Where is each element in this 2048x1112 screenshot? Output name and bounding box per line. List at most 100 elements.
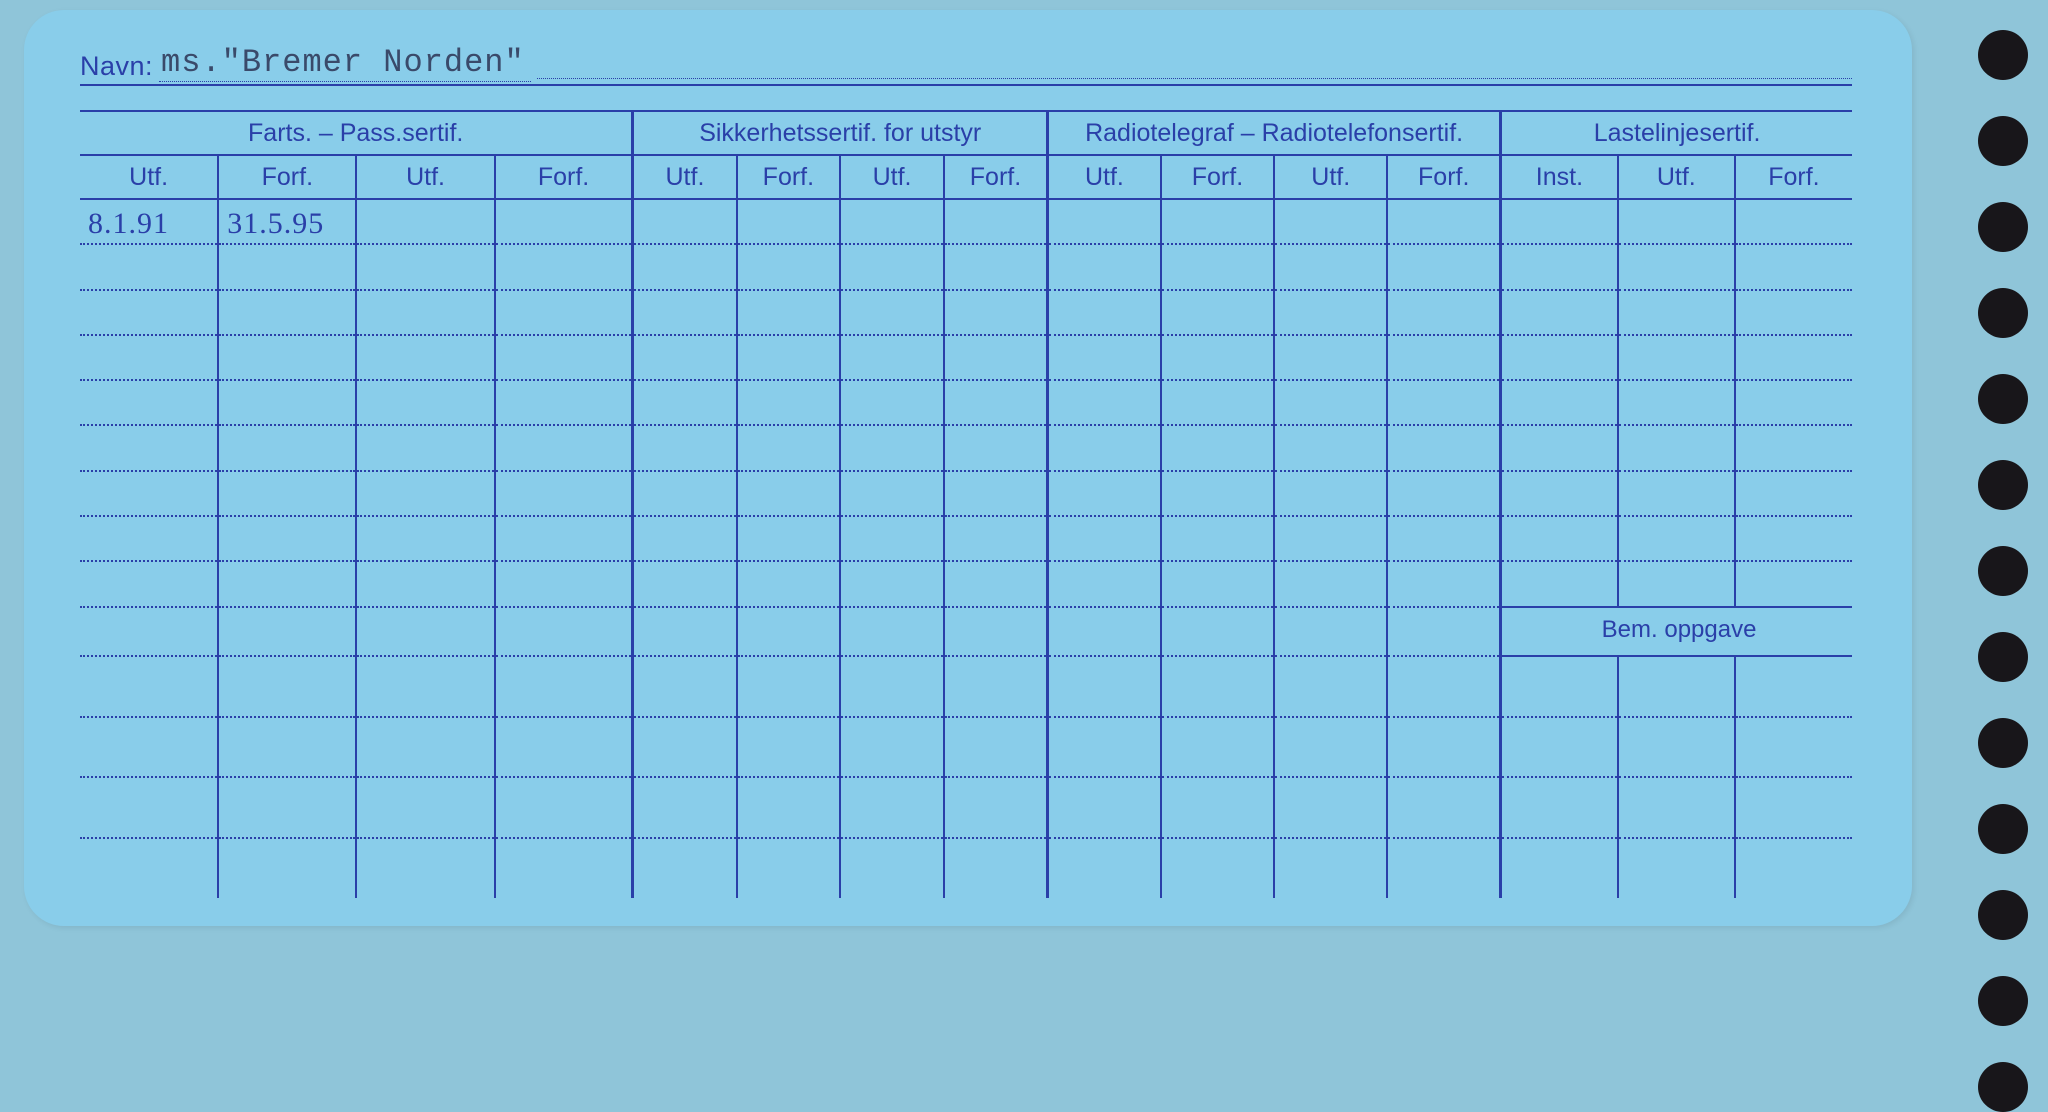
- cell: [737, 516, 841, 561]
- cell: [944, 380, 1048, 425]
- cell: [1161, 425, 1274, 470]
- cell: [356, 425, 494, 470]
- cell: [218, 777, 356, 837]
- cell: [737, 838, 841, 899]
- cell: [80, 561, 218, 606]
- cell: [1735, 335, 1852, 380]
- col-utf: Utf.: [840, 155, 944, 199]
- punch-hole: [1978, 116, 2028, 166]
- cell: [1618, 561, 1735, 606]
- cell: [80, 380, 218, 425]
- cell: [840, 516, 944, 561]
- cell: [1735, 425, 1852, 470]
- cell: [633, 335, 737, 380]
- col-forf: Forf.: [1735, 155, 1852, 199]
- punch-hole: [1978, 30, 2028, 80]
- col-utf: Utf.: [80, 155, 218, 199]
- cell: [840, 471, 944, 516]
- cell: [1618, 717, 1735, 777]
- cell: [840, 777, 944, 837]
- cell: [1161, 290, 1274, 335]
- punch-holes: [1978, 30, 2028, 1112]
- cell: [1618, 199, 1735, 244]
- cell: [495, 335, 633, 380]
- cell: [1735, 244, 1852, 289]
- cell: [1501, 516, 1618, 561]
- cell: [1387, 380, 1500, 425]
- cell: [1501, 290, 1618, 335]
- cell: [1387, 656, 1500, 716]
- cell: [840, 380, 944, 425]
- group-header-row: Farts. – Pass.sertif. Sikkerhetssertif. …: [80, 111, 1852, 155]
- punch-hole: [1978, 546, 2028, 596]
- cell: [356, 717, 494, 777]
- cell: [356, 199, 494, 244]
- cell: [1048, 425, 1161, 470]
- cell: [840, 561, 944, 606]
- cell: [495, 471, 633, 516]
- cell: [495, 516, 633, 561]
- cell: [356, 607, 494, 657]
- cell: [633, 199, 737, 244]
- cell: [1274, 561, 1387, 606]
- cell-value: 8.1.91: [88, 207, 169, 240]
- cell: [218, 561, 356, 606]
- cell: [1387, 838, 1500, 899]
- cell: [1501, 838, 1618, 899]
- group-sikkerhet: Sikkerhetssertif. for utstyr: [633, 111, 1048, 155]
- cell: [356, 244, 494, 289]
- cell: [1735, 838, 1852, 899]
- cell: [633, 471, 737, 516]
- cell: [633, 244, 737, 289]
- col-inst: Inst.: [1501, 155, 1618, 199]
- cell: [1501, 717, 1618, 777]
- cell: [495, 838, 633, 899]
- cell: [1274, 471, 1387, 516]
- table-row: [80, 425, 1852, 470]
- cell: [1274, 199, 1387, 244]
- col-forf: Forf.: [737, 155, 841, 199]
- cell: [1048, 607, 1161, 657]
- cell: [633, 656, 737, 716]
- cell: [840, 244, 944, 289]
- cell: [356, 516, 494, 561]
- punch-hole: [1978, 1062, 2028, 1112]
- col-utf: Utf.: [1048, 155, 1161, 199]
- navn-row: Navn: ms."Bremer Norden": [80, 44, 1852, 86]
- cell: [944, 471, 1048, 516]
- cell: [80, 516, 218, 561]
- cell: [1735, 656, 1852, 716]
- cell: [1161, 244, 1274, 289]
- table-row: [80, 717, 1852, 777]
- cell: [633, 380, 737, 425]
- cell: [1618, 244, 1735, 289]
- cell: [1618, 425, 1735, 470]
- cell: [218, 244, 356, 289]
- table-row: [80, 471, 1852, 516]
- cell: [495, 290, 633, 335]
- cell: [1274, 607, 1387, 657]
- cell: [218, 380, 356, 425]
- cell: [1048, 290, 1161, 335]
- cell: [495, 607, 633, 657]
- cell: [840, 335, 944, 380]
- cell: [1161, 838, 1274, 899]
- cell: [737, 607, 841, 657]
- cell: [944, 838, 1048, 899]
- cell: [1735, 777, 1852, 837]
- cell: [840, 290, 944, 335]
- cell: [80, 607, 218, 657]
- cell: [1274, 656, 1387, 716]
- cell: [1161, 471, 1274, 516]
- cell: [1501, 244, 1618, 289]
- cell: [495, 777, 633, 837]
- cell: [1387, 516, 1500, 561]
- cell: [737, 199, 841, 244]
- cell: [495, 656, 633, 716]
- cell: [495, 199, 633, 244]
- cell: [1618, 516, 1735, 561]
- cell: [1274, 244, 1387, 289]
- cell: [1501, 380, 1618, 425]
- cell: [1161, 607, 1274, 657]
- cell: [1274, 717, 1387, 777]
